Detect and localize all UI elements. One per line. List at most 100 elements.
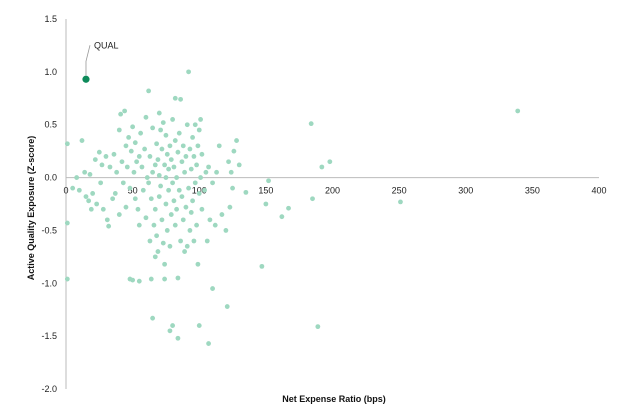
x-tick-label: 100 [192,186,207,196]
y-axis-title: Active Quality Exposure (Z-score) [26,136,36,281]
data-point [186,185,191,191]
y-tick-labels: 1.5 1.0 0.5 0.0 -0.5 -1.0 -1.5 -2.0 [41,14,57,394]
data-point [139,164,145,170]
data-point [223,228,229,233]
data-point [155,157,161,163]
data-point [118,111,124,117]
data-point [123,143,129,149]
data-point [103,154,109,159]
data-point [206,164,211,170]
data-point [138,130,144,136]
data-point [227,204,233,210]
data-point [147,154,153,159]
data-point [188,210,194,215]
data-point [79,138,85,143]
data-point [88,206,94,212]
data-point [172,138,178,143]
data-point [194,162,199,168]
data-point [194,222,199,228]
data-point [163,175,169,180]
data-point [136,154,142,159]
data-point [327,159,333,165]
data-point [190,198,195,204]
data-point [170,180,176,186]
data-point [114,169,120,175]
data-point [150,169,156,175]
data-point [207,217,213,223]
data-point [150,315,156,321]
data-point [154,141,160,147]
data-point [156,194,162,200]
data-point [315,324,321,330]
data-point [156,173,162,178]
data-point [159,146,165,152]
data-point [196,191,202,196]
data-point [94,201,100,207]
data-point [160,240,166,246]
data-point [176,130,182,136]
data-point [152,254,158,260]
data-point [152,206,158,212]
x-tick-label: 200 [325,186,340,196]
data-point [192,180,198,186]
data-point [127,185,133,191]
data-point [156,110,162,116]
data-point [140,187,146,193]
data-point [167,243,173,249]
data-point [178,238,183,244]
data-point [98,180,104,186]
data-point [162,162,168,168]
data-point [187,228,193,233]
data-point [142,146,148,152]
data-point [151,222,157,228]
data-point [99,162,105,168]
data-point [116,127,122,133]
data-point [168,212,174,217]
data-point [171,164,177,170]
data-point [308,121,314,127]
data-point [170,117,176,122]
data-point [190,135,195,140]
data-point [82,169,88,175]
data-point [182,249,187,254]
data-point [184,122,190,128]
data-point [74,175,80,180]
data-point [147,238,153,244]
data-point [136,222,142,228]
data-point [126,135,132,140]
data-point [111,151,117,157]
data-point [132,196,138,202]
data-point [206,341,211,346]
data-point [110,196,116,202]
x-tick-label: 250 [392,186,407,196]
data-point [124,164,130,170]
data-point [143,215,149,221]
data-point [123,204,129,210]
data-point [112,191,118,196]
data-point [182,169,187,175]
data-point [131,169,137,175]
data-point [116,212,122,217]
data-point [202,187,207,193]
data-point [228,169,234,175]
data-point [160,120,166,125]
data-point [164,228,170,233]
data-point [96,149,102,155]
data-point [183,154,189,159]
data-point [195,143,201,149]
data-point [163,132,169,138]
highlight-group: QUAL [82,40,119,83]
data-point [64,141,70,147]
data-point [204,238,210,244]
data-point [188,166,194,172]
data-point [515,108,521,114]
data-point [64,276,70,282]
x-tick-label: 0 [63,186,68,196]
data-point [90,191,96,196]
data-point [286,205,291,211]
x-axis-title: Net Expense Ratio (bps) [282,394,386,404]
data-point [162,261,168,267]
data-point [192,122,198,128]
data-point [184,243,190,249]
